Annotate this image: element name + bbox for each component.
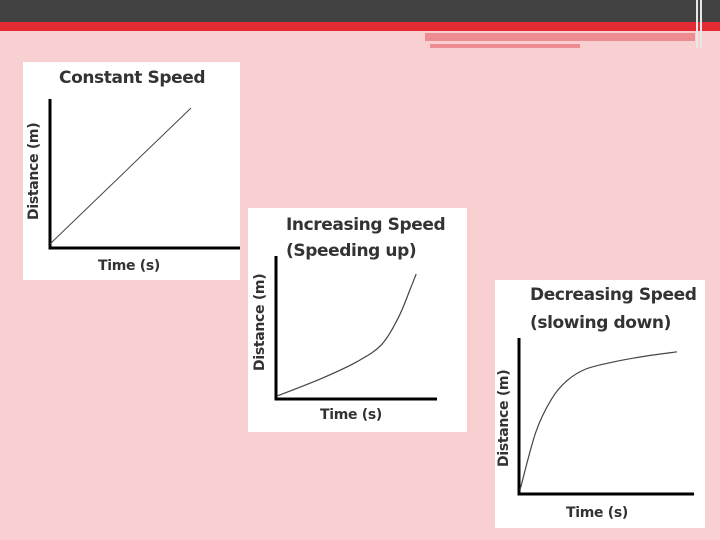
chart-title: Constant Speed bbox=[59, 68, 206, 88]
data-line bbox=[49, 107, 192, 245]
x-axis-label: Time (s) bbox=[98, 258, 161, 274]
chart-increasing-speed: Increasing Speed (Speeding up) Distance … bbox=[248, 208, 467, 432]
x-axis-label: Time (s) bbox=[566, 505, 629, 521]
data-line bbox=[519, 351, 678, 491]
chart-title-line-1: Decreasing Speed bbox=[530, 285, 697, 305]
chart-plot bbox=[517, 338, 694, 496]
slide-decoration-line bbox=[696, 0, 698, 48]
chart-decreasing-speed: Decreasing Speed (slowing down) Distance… bbox=[495, 280, 705, 528]
slide-decoration-stripe-small bbox=[430, 44, 580, 48]
slide-decoration-stripe bbox=[425, 33, 695, 41]
slide-top-bar bbox=[0, 0, 720, 22]
chart-title-line-2: (Speeding up) bbox=[286, 241, 417, 261]
x-axis-label: Time (s) bbox=[320, 407, 383, 423]
chart-constant-speed: Constant Speed Distance (m) Time (s) bbox=[23, 62, 240, 280]
chart-plot bbox=[274, 256, 437, 401]
chart-title-line-2: (slowing down) bbox=[530, 313, 671, 333]
chart-plot bbox=[48, 99, 240, 250]
slide-decoration-line bbox=[700, 0, 702, 48]
chart-title-line-1: Increasing Speed bbox=[286, 215, 446, 235]
data-line bbox=[276, 273, 417, 397]
slide-accent-bar bbox=[0, 22, 720, 31]
